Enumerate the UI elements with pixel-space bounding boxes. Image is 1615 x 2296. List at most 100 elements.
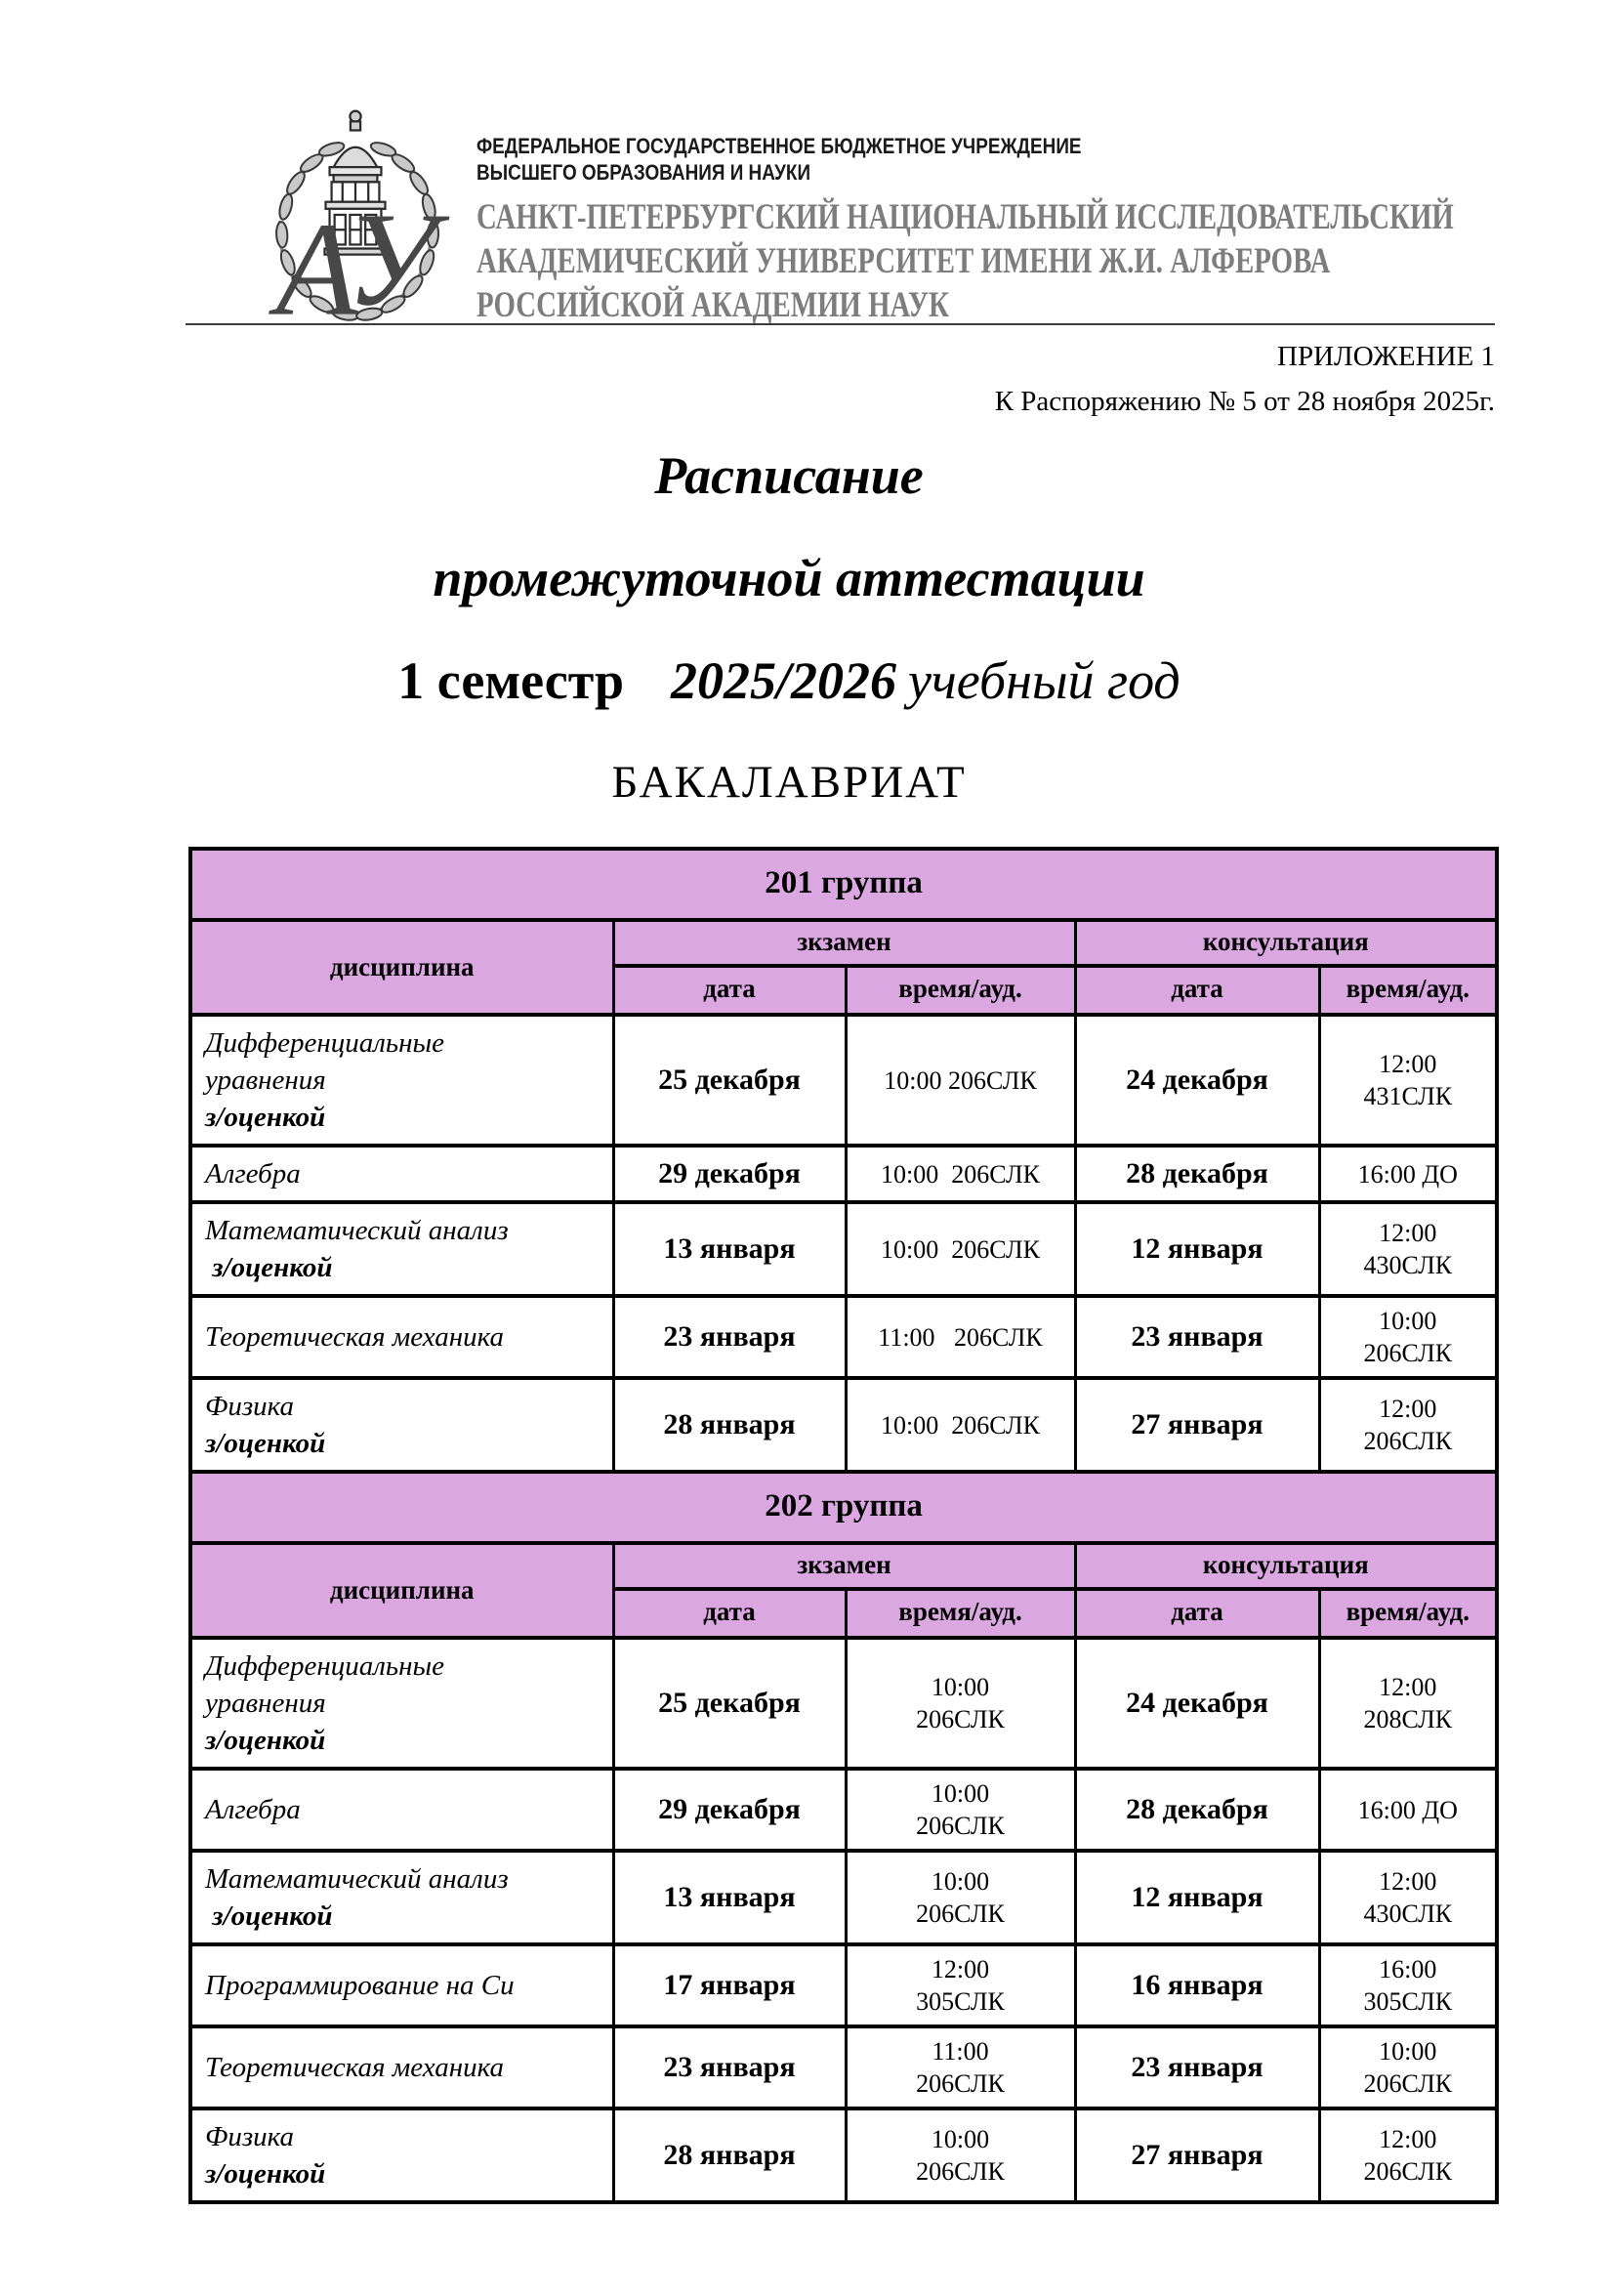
col-header-consultation: консультация — [1073, 1541, 1499, 1591]
schedule-row: Теоретическая механика 23 января 11:00 2… — [188, 1294, 1499, 1380]
group-title: 201 группа — [188, 847, 1499, 922]
annex-block: ПРИЛОЖЕНИЕ 1 К Распоряжению № 5 от 28 но… — [995, 334, 1495, 424]
col-header-exam: зкзамен — [611, 1541, 1077, 1591]
university-emblem-logo: АУ — [269, 109, 450, 332]
schedule-row: Теоретическая механика 23 января 11:00 20… — [188, 2025, 1499, 2110]
exam-time-cell: 10:00 206СЛК — [844, 1636, 1077, 1771]
schedule-row: Алгебра 29 декабря 10:00 206СЛК 28 декаб… — [188, 1144, 1499, 1204]
col-header-cons-date: дата — [1073, 964, 1321, 1017]
title-academic-year: 2025/2026 — [671, 651, 897, 710]
group-title: 202 группа — [188, 1470, 1499, 1545]
discipline-cell: Физика з/оценкой — [188, 2107, 615, 2204]
annex-line2: К Распоряжению № 5 от 28 ноября 2025г. — [994, 386, 1495, 417]
org-name-line3: РОССИЙСКОЙ АКАДЕМИИ НАУК — [476, 285, 949, 325]
group-section: 202 группа дисциплина зкзамен консультац… — [188, 1470, 1499, 2204]
header-divider — [186, 323, 1495, 325]
cons-time-cell: 16:00 ДО — [1317, 1144, 1499, 1204]
schedule-row: Дифференциальные уравнения з/оценкой 25 де… — [188, 1013, 1499, 1148]
tower-icon — [323, 109, 388, 256]
col-header-discipline: дисциплина — [188, 918, 615, 1017]
exam-time-cell: 11:00 206СЛК — [844, 1294, 1077, 1380]
discipline-cell: Алгебра — [188, 1144, 615, 1204]
col-header-cons-date: дата — [1073, 1587, 1321, 1640]
exam-date-cell: 13 января — [611, 1849, 848, 1946]
cons-time-cell: 12:00 430СЛК — [1317, 1849, 1499, 1946]
col-header-discipline: дисциплина — [188, 1541, 615, 1640]
cons-time-cell: 16:00 305СЛК — [1317, 1942, 1499, 2028]
cons-time-cell: 12:00 208СЛК — [1317, 1636, 1499, 1771]
cons-date-cell: 24 декабря — [1073, 1013, 1321, 1148]
discipline-cell: Дифференциальные уравнения з/оценкой — [188, 1636, 615, 1771]
schedule-row: Физика з/оценкой 28 января 10:00 206СЛК 27… — [188, 2107, 1499, 2204]
cons-time-cell: 12:00 206СЛК — [1317, 1376, 1499, 1474]
exam-time-cell: 10:00 206СЛК — [844, 1144, 1077, 1204]
cons-time-cell: 12:00 431СЛК — [1317, 1013, 1499, 1148]
col-header-exam-time: время/ауд. — [844, 964, 1077, 1017]
title-line1: Расписание — [654, 446, 924, 505]
title-line2: промежуточной аттестации — [433, 549, 1145, 607]
cons-date-cell: 12 января — [1073, 1200, 1321, 1298]
document-content: Расписание промежуточной аттестации 1 се… — [188, 447, 1500, 2204]
exam-time-cell: 10:00 206СЛК — [844, 1013, 1077, 1148]
cons-date-cell: 28 декабря — [1073, 1144, 1321, 1204]
exam-date-cell: 29 декабря — [611, 1767, 848, 1853]
exam-time-cell: 10:00 206СЛК — [844, 1849, 1077, 1946]
cons-time-cell: 10:00 206СЛК — [1317, 2025, 1499, 2110]
exam-date-cell: 23 января — [611, 2025, 848, 2110]
discipline-cell: Математический анализ з/оценкой — [188, 1849, 615, 1946]
org-name-line2: АКАДЕМИЧЕСКИЙ УНИВЕРСИТЕТ ИМЕНИ Ж.И. АЛФ… — [476, 241, 1331, 281]
schedule-row: Физика з/оценкой 28 января 10:00 206СЛК 2… — [188, 1376, 1499, 1474]
discipline-cell: Теоретическая механика — [188, 2025, 615, 2110]
group-section: 201 группа дисциплина зкзамен консультац… — [188, 847, 1499, 1474]
cons-time-cell: 12:00 206СЛК — [1317, 2107, 1499, 2204]
schedule-row: Программирование на Си 17 января 12:00 30… — [188, 1942, 1499, 2028]
schedule-row: Дифференциальные уравнения з/оценкой 25 де… — [188, 1636, 1499, 1771]
cons-time-cell: 10:00 206СЛК — [1317, 1294, 1499, 1380]
org-small-line1: ФЕДЕРАЛЬНОЕ ГОСУДАРСТВЕННОЕ БЮДЖЕТНОЕ УЧ… — [476, 134, 1082, 158]
exam-date-cell: 28 января — [611, 1376, 848, 1474]
schedule-row: Алгебра 29 декабря 10:00 206СЛК 28 декабр… — [188, 1767, 1499, 1853]
col-header-exam-time: время/ауд. — [844, 1587, 1077, 1640]
col-header-consultation: консультация — [1073, 918, 1499, 968]
org-small-line2: ВЫСШЕГО ОБРАЗОВАНИЯ И НАУКИ — [476, 160, 811, 185]
exam-time-cell: 10:00 206СЛК — [844, 1200, 1077, 1298]
cons-date-cell: 28 декабря — [1073, 1767, 1321, 1853]
laurel-wreath-icon — [275, 142, 440, 321]
title-semester: 1 семестр — [397, 651, 624, 710]
exam-date-cell: 25 декабря — [611, 1013, 848, 1148]
annex-line1: ПРИЛОЖЕНИЕ 1 — [1277, 341, 1495, 372]
discipline-cell: Математический анализ з/оценкой — [188, 1200, 615, 1298]
title-year-suffix: учебный год — [908, 651, 1180, 710]
discipline-cell: Физика з/оценкой — [188, 1376, 615, 1474]
exam-date-cell: 25 декабря — [611, 1636, 848, 1771]
exam-date-cell: 23 января — [611, 1294, 848, 1380]
cons-date-cell: 23 января — [1073, 2025, 1321, 2110]
exam-time-cell: 10:00 206СЛК — [844, 2107, 1077, 2204]
exam-time-cell: 11:00 206СЛК — [844, 2025, 1077, 2110]
cons-time-cell: 16:00 ДО — [1317, 1767, 1499, 1853]
col-header-cons-time: время/ауд. — [1317, 964, 1499, 1017]
cons-date-cell: 27 января — [1073, 1376, 1321, 1474]
discipline-cell: Алгебра — [188, 1767, 615, 1853]
cons-date-cell: 27 января — [1073, 2107, 1321, 2204]
exam-time-cell: 12:00 305СЛК — [844, 1942, 1077, 2028]
cons-date-cell: 16 января — [1073, 1942, 1321, 2028]
title-line3: 1 семестр 2025/2026 учебный год — [136, 652, 1442, 709]
document-title: Расписание промежуточной аттестации 1 се… — [136, 447, 1442, 810]
exam-date-cell: 29 декабря — [611, 1144, 848, 1204]
title-degree-level: БАКАЛАВРИАТ — [611, 757, 967, 808]
cons-date-cell: 12 января — [1073, 1849, 1321, 1946]
col-header-exam: зкзамен — [611, 918, 1077, 968]
cons-date-cell: 24 декабря — [1073, 1636, 1321, 1771]
discipline-cell: Программирование на Си — [188, 1942, 615, 2028]
exam-time-cell: 10:00 206СЛК — [844, 1376, 1077, 1474]
col-header-exam-date: дата — [611, 1587, 848, 1640]
monogram-au: АУ — [269, 186, 450, 332]
schedule-row: Математический анализ з/оценкой 13 январ… — [188, 1200, 1499, 1298]
schedule-row: Математический анализ з/оценкой 13 январ… — [188, 1849, 1499, 1946]
discipline-cell: Теоретическая механика — [188, 1294, 615, 1380]
exam-date-cell: 28 января — [611, 2107, 848, 2204]
exam-schedule-table: 201 группа дисциплина зкзамен консультац… — [188, 847, 1500, 2204]
exam-date-cell: 13 января — [611, 1200, 848, 1298]
